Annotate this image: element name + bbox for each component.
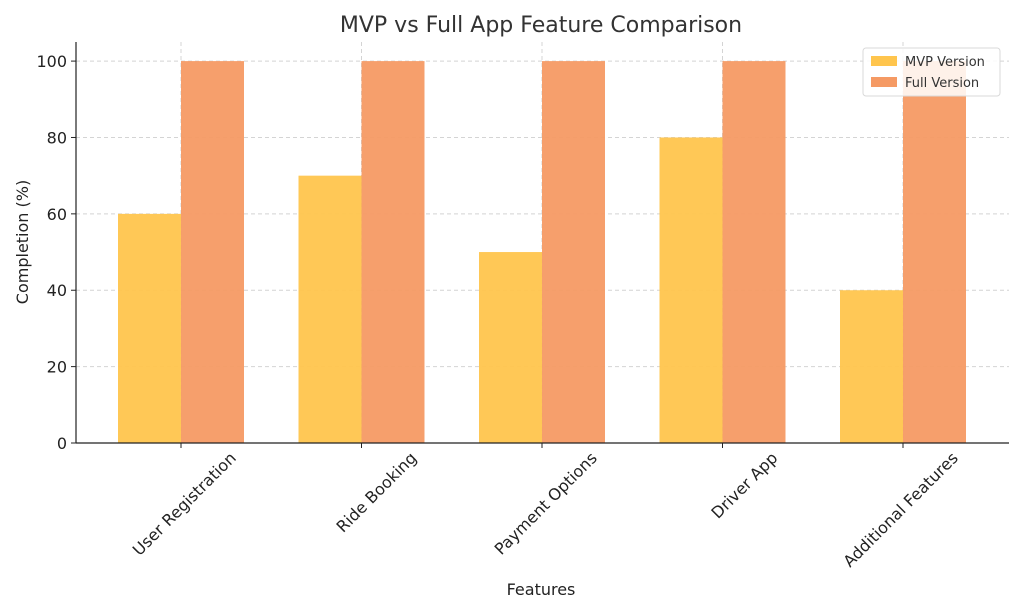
y-tick-label: 40 — [47, 281, 67, 300]
bar-full — [542, 61, 605, 443]
legend-label: Full Version — [905, 76, 979, 91]
x-tick-label: Additional Features — [839, 448, 961, 570]
chart-title: MVP vs Full App Feature Comparison — [340, 13, 742, 38]
bar-mvp — [659, 137, 723, 443]
y-tick-label: 100 — [36, 52, 67, 71]
bars — [118, 61, 966, 443]
bar-full — [903, 61, 966, 443]
bar-mvp — [479, 252, 542, 443]
bar-full — [181, 61, 244, 443]
bar-mvp — [840, 290, 903, 443]
legend: MVP Version Full Version — [862, 47, 1001, 97]
x-tick-label: Ride Booking — [332, 448, 420, 536]
y-tick-label: 20 — [47, 358, 67, 377]
bar-full — [361, 61, 425, 443]
legend-box — [862, 47, 1001, 97]
x-tick-label: Payment Options — [491, 448, 601, 558]
bar-mvp — [298, 175, 362, 443]
x-tick-label: User Registration — [129, 448, 240, 559]
legend-label: MVP Version — [905, 55, 985, 70]
y-tick-label: 0 — [57, 434, 67, 453]
x-tick-label: Driver App — [707, 448, 781, 522]
bar-full — [722, 61, 786, 443]
x-ticks: User Registration Ride Booking Payment Opt… — [129, 443, 962, 571]
bar-mvp — [118, 213, 181, 443]
x-axis-label: Features — [507, 580, 576, 599]
y-tick-label: 60 — [47, 205, 67, 224]
y-ticks: 0 20 40 60 80 100 — [36, 52, 76, 453]
y-tick-label: 80 — [47, 128, 67, 147]
legend-swatch — [871, 56, 897, 66]
y-axis-label: Completion (%) — [13, 180, 32, 304]
legend-swatch — [871, 77, 897, 87]
